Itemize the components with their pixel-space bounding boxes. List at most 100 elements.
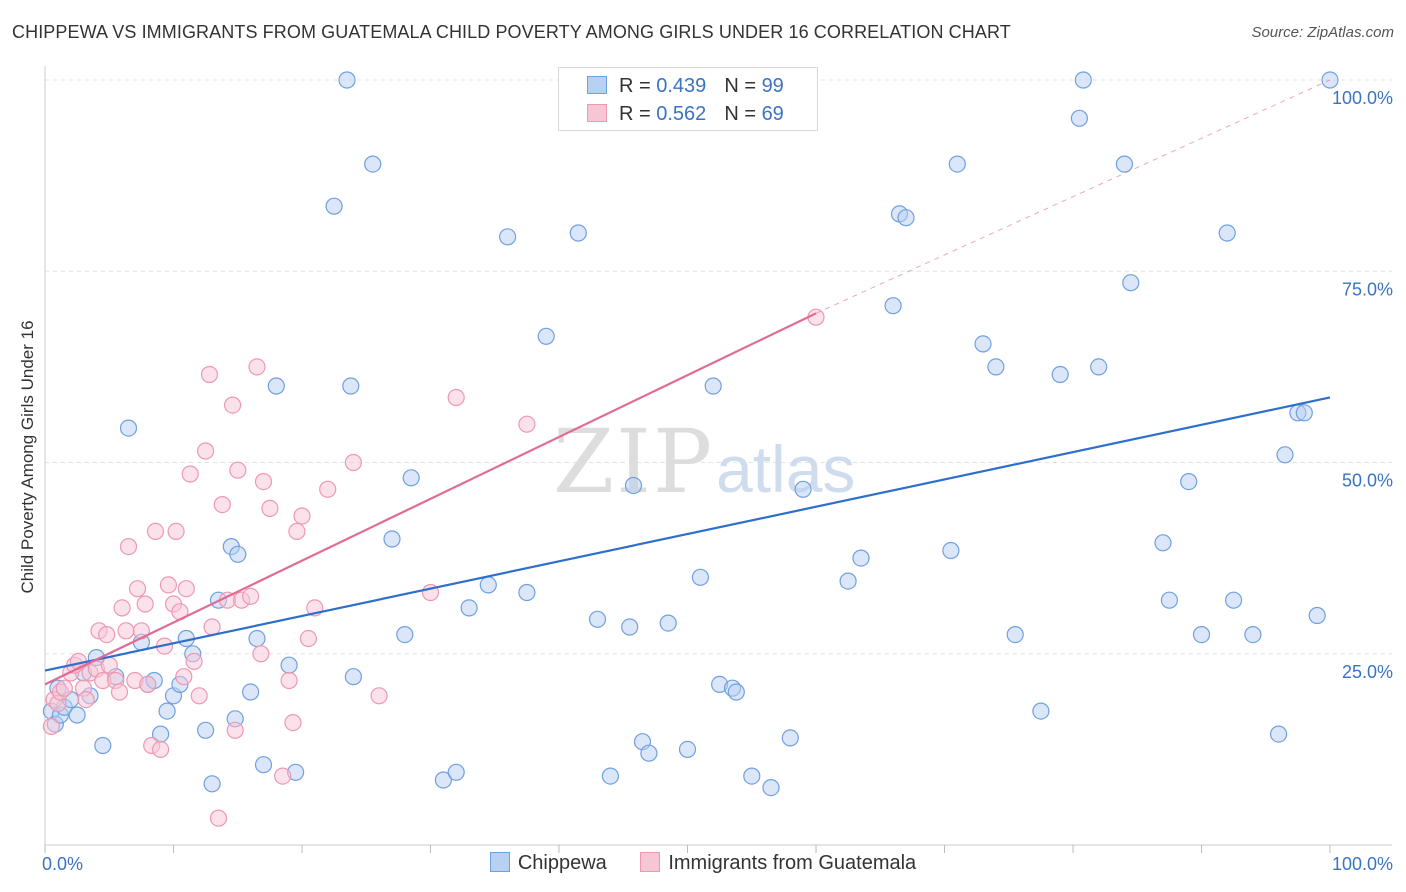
legend-swatch-guatemala [587, 104, 607, 122]
guatemala-point [293, 507, 311, 525]
guatemala-point [197, 442, 215, 460]
stats-legend: R = 0.439 N = 99 R = 0.562 N = 69 [558, 67, 818, 131]
chippewa-point [1090, 358, 1108, 376]
guatemala-point [119, 537, 138, 556]
chippewa-point [743, 767, 761, 785]
chippewa-point [1269, 725, 1288, 743]
chippewa-point [601, 767, 620, 785]
y-tick-label: 75.0% [1342, 279, 1393, 299]
chippewa-point [242, 683, 260, 701]
chippewa-point [434, 771, 452, 789]
x-tick-label: 100.0% [1332, 854, 1393, 874]
chippewa-point [203, 775, 221, 793]
trend-extension-guatemala [815, 79, 1331, 314]
guatemala-point [344, 453, 362, 472]
guatemala-point [213, 496, 231, 514]
chippewa-point [267, 377, 285, 395]
chart-title: CHIPPEWA VS IMMIGRANTS FROM GUATEMALA CH… [12, 22, 1011, 42]
legend-r-label: R = [619, 103, 657, 125]
trend-line-guatemala [44, 312, 817, 686]
chippewa-point [1224, 591, 1243, 609]
chippewa-point [1244, 625, 1262, 644]
y-tick-label: 100.0% [1332, 88, 1393, 108]
guatemala-point [190, 687, 208, 705]
guatemala-point [181, 465, 199, 483]
guatemala-point [152, 740, 170, 759]
chippewa-point [781, 729, 799, 747]
chippewa-point [344, 668, 362, 686]
guatemala-point [167, 522, 185, 541]
y-axis-label: Child Poverty Among Girls Under 16 [18, 320, 37, 593]
guatemala-point [128, 580, 147, 598]
chippewa-point [1308, 606, 1326, 625]
chippewa-point [254, 756, 273, 774]
chippewa-point [402, 469, 420, 487]
chippewa-point [691, 568, 710, 586]
chippewa-point [884, 297, 902, 315]
chippewa-point [1295, 404, 1313, 422]
chippewa-point [342, 377, 360, 395]
legend-swatch-guatemala [640, 852, 661, 872]
guatemala-point [209, 809, 228, 827]
watermark-atlas: atlas [716, 432, 855, 506]
guatemala-point [139, 675, 157, 694]
guatemala-point [274, 767, 292, 785]
chippewa-point [1051, 365, 1069, 384]
trend-lines [44, 79, 1331, 686]
chippewa-point [948, 155, 966, 173]
chippewa-point [325, 197, 343, 215]
chippewa-point [624, 476, 643, 495]
guatemala-point [185, 652, 203, 671]
chippewa-point [197, 721, 215, 739]
chippewa-point [621, 618, 639, 636]
guatemala-point [447, 388, 465, 407]
chippewa-point [569, 224, 587, 242]
chippewa-point [119, 419, 138, 437]
chippewa-point [794, 480, 812, 498]
chippewa-point [974, 335, 992, 353]
chippewa-point [460, 599, 478, 617]
chippewa-point [588, 610, 607, 628]
guatemala-point [224, 396, 242, 414]
guatemala-point [42, 717, 61, 736]
legend-item-chippewa: Chippewa [489, 852, 607, 875]
chippewa-point [1154, 534, 1172, 552]
chippewa-point [1218, 224, 1236, 242]
guatemala-point [229, 461, 247, 479]
legend-swatch-chippewa [489, 852, 510, 872]
legend-row-guatemala: R = 0.562 N = 69 [587, 103, 784, 126]
legend-n-value: 69 [761, 103, 784, 125]
trend-line-chippewa [44, 396, 1331, 672]
watermark-zip: ZIP [553, 410, 714, 513]
legend-row-chippewa: R = 0.439 N = 99 [587, 75, 784, 98]
chippewa-point [1074, 71, 1092, 89]
legend-r-value: 0.562 [656, 103, 707, 125]
chippewa-point [518, 583, 536, 602]
guatemala-point [252, 645, 270, 663]
legend-label-chippewa: Chippewa [517, 852, 607, 874]
chippewa-point [852, 549, 870, 567]
y-tick-label: 50.0% [1342, 471, 1393, 491]
chippewa-point [158, 702, 176, 720]
gridlines [45, 79, 1392, 655]
legend-item-guatemala: Immigrants from Guatemala [640, 852, 916, 875]
guatemala-point [200, 365, 219, 384]
guatemala-point [248, 358, 266, 376]
chippewa-point [248, 629, 266, 648]
guatemala-point [226, 721, 244, 739]
guatemala-point [299, 629, 317, 648]
guatemala-point [370, 687, 388, 705]
chippewa-point [280, 656, 298, 674]
chippewa-point [364, 155, 382, 173]
guatemala-point [110, 683, 129, 701]
chippewa-point [447, 763, 465, 781]
guatemala-point [242, 587, 260, 606]
y-tick-label: 25.0% [1342, 662, 1393, 682]
chippewa-point [1321, 71, 1339, 89]
guatemala-point [146, 522, 165, 541]
chippewa-point [537, 327, 555, 345]
guatemala-point [113, 599, 131, 617]
series-legend: Chippewa Immigrants from Guatemala [0, 852, 1406, 875]
chippewa-point [1180, 473, 1198, 491]
guatemala-point [284, 713, 302, 732]
